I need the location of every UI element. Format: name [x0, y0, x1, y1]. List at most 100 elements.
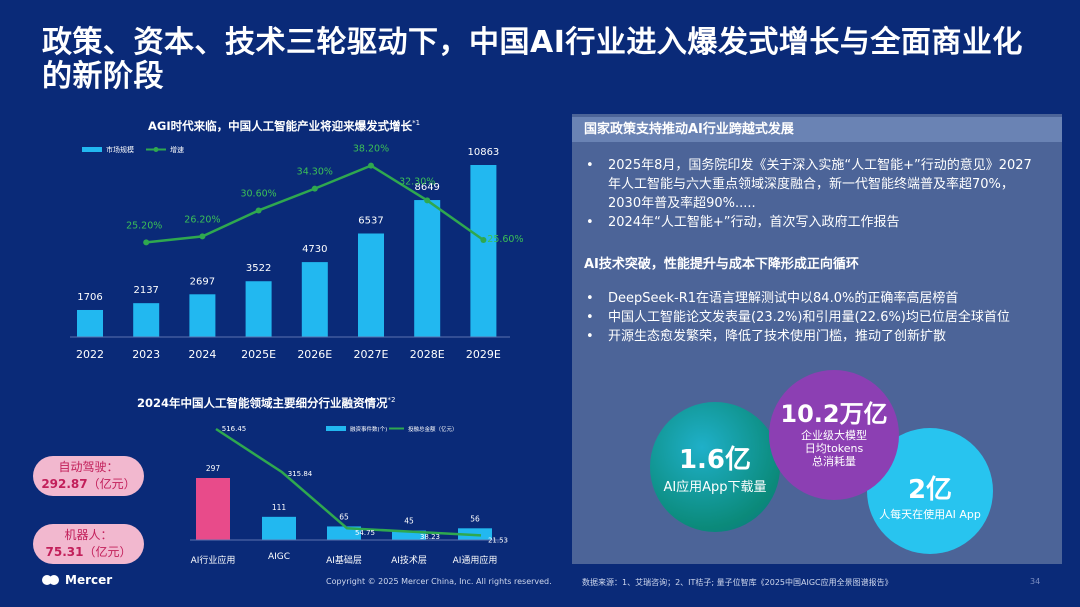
mercer-logo: Mercer: [42, 573, 112, 587]
bar-label: 56: [470, 514, 480, 523]
bubble-app-downloads: 1.6亿 AI应用App下载量: [650, 402, 780, 532]
bar-label: 65: [339, 512, 349, 521]
x-tick-label: 2025E: [241, 348, 276, 361]
growth-point: [143, 239, 150, 246]
x-tick-label: AI通用应用: [453, 554, 498, 566]
legend-label: 融资事件数(个): [350, 425, 387, 433]
growth-point: [199, 233, 206, 240]
copyright: Copyright © 2025 Mercer China, Inc. All …: [326, 577, 552, 586]
chart2-svg: 融资事件数(个) 投融总金额（亿元） 297 AI行业应用 111 AIGC 65 AI基础层…: [190, 425, 508, 566]
x-tick-label: 2022: [76, 348, 104, 361]
bar-label: 111: [272, 503, 287, 512]
bar: [470, 165, 497, 337]
growth-label: 25.60%: [487, 234, 523, 245]
legend-label: 投融总金额（亿元）: [408, 425, 458, 433]
mercer-logo-icon: [42, 575, 60, 585]
x-tick-label: 2023: [132, 348, 160, 361]
bar-label: 2697: [190, 276, 215, 287]
bar-label: 2137: [133, 285, 158, 296]
bar: [301, 262, 328, 337]
mercer-brand: Mercer: [65, 573, 113, 587]
bar: [189, 294, 216, 337]
legend-label: 市场规模: [106, 145, 134, 154]
bar-label: 10863: [467, 147, 499, 158]
bar: [77, 309, 103, 337]
bubble-value: 1.6亿: [678, 445, 752, 475]
pill-value-line: 75.31（亿元）: [45, 545, 132, 559]
growth-label: 38.20%: [353, 144, 389, 155]
funding-label: 21.53: [488, 536, 508, 544]
pill-value-line: 292.87（亿元）: [41, 477, 136, 491]
bubble-line: 日均tokens: [804, 442, 864, 455]
panel-section2-title: AI技术突破，性能提升与成本下降形成正向循环: [584, 257, 859, 272]
legend-swatch-bar: [326, 426, 346, 431]
bullet-item: 2024年“人工智能+”行动，首次写入政府工作报告: [584, 213, 1044, 232]
bar-label: 8649: [414, 182, 439, 193]
growth-label: 34.30%: [297, 167, 333, 178]
chart1-svg: 市场规模 增速 1706 2022 2137 2023 2697 2024 3522 2025E 4…: [70, 144, 524, 361]
bubble-label: AI应用App下载量: [663, 480, 767, 495]
bar: [392, 530, 426, 540]
bar-label: 45: [404, 517, 414, 526]
bubble-label: 人每天在使用AI App: [879, 507, 981, 521]
bar-label: 3522: [246, 263, 271, 274]
legend-marker: [153, 147, 159, 152]
bar: [262, 516, 296, 540]
growth-point: [368, 162, 374, 169]
growth-label: 32.30%: [399, 176, 435, 187]
growth-label: 25.20%: [126, 220, 162, 231]
bullet-item: 中国人工智能论文发表量(23.2%)和引用量(22.6%)均已位居全球首位: [584, 308, 1044, 327]
pill-autonomous-driving: 自动驾驶： 292.87（亿元）: [33, 456, 144, 496]
section2-bullets: DeepSeek-R1在语言理解测试中以84.0%的正确率高居榜首 中国人工智能…: [584, 289, 1044, 346]
x-tick-label: 2028E: [410, 348, 445, 361]
funding-label: 315.84: [288, 470, 313, 478]
growth-label: 26.20%: [184, 214, 220, 225]
x-tick-label: 2024: [188, 348, 216, 361]
legend-label: 增速: [170, 145, 184, 154]
funding-label: 516.45: [222, 425, 247, 433]
bar: [245, 281, 272, 337]
pill-label: 机器人：: [64, 528, 113, 542]
x-tick-label: 2029E: [466, 348, 501, 361]
bar: [414, 200, 441, 337]
bar: [196, 478, 230, 540]
x-tick-label: 2026E: [297, 348, 332, 361]
bar: [358, 233, 384, 337]
bar: [133, 303, 160, 337]
growth-point: [255, 207, 262, 214]
x-tick-label: AIGC: [268, 552, 290, 562]
x-tick-label: AI技术层: [391, 554, 427, 566]
bar: [327, 526, 361, 540]
growth-point: [480, 236, 487, 243]
x-tick-label: AI基础层: [326, 554, 362, 566]
bullet-item: 开源生态愈发繁荣，降低了技术使用门槛，推动了创新扩散: [584, 327, 1044, 346]
bubble-value: 10.2万亿: [780, 400, 888, 428]
x-tick-label: 2027E: [354, 348, 389, 361]
funding-line: [215, 427, 482, 537]
chart1-title: AGI时代来临，中国人工智能产业将迎来爆发式增长*1: [148, 119, 421, 133]
bubble-line: 总消耗量: [812, 455, 856, 468]
growth-label: 30.60%: [240, 188, 276, 199]
data-source: 数据来源：1、艾瑞咨询；2、IT桔子; 量子位智库《2025中国AIGC应用全景…: [582, 578, 893, 587]
legend-swatch-bar: [82, 147, 102, 152]
chart2-title: 2024年中国人工智能领域主要细分行业融资情况*2: [137, 396, 396, 410]
bubble-line: 企业级大模型: [801, 429, 867, 442]
pill-robot: 机器人： 75.31（亿元）: [33, 524, 144, 564]
bubble-tokens: 10.2万亿 企业级大模型 日均tokens 总消耗量: [769, 370, 899, 500]
pill-label: 自动驾驶：: [58, 460, 119, 474]
section1-bullets: 2025年8月，国务院印发《关于深入实施“人工智能+”行动的意见》2027年人工…: [584, 156, 1044, 232]
growth-point: [311, 185, 318, 192]
bar-label: 6537: [358, 215, 383, 226]
page-number: 34: [1030, 577, 1041, 586]
bar-label: 4730: [302, 244, 327, 255]
funding-label: 54.75: [355, 529, 375, 537]
bubble-value: 2亿: [907, 474, 953, 505]
bar-label: 297: [206, 464, 221, 473]
page-title: 政策、资本、技术三轮驱动下，中国AI行业进入爆发式增长与全面商业化的新阶段: [42, 25, 1023, 94]
panel-section1-title: 国家政策支持推动AI行业跨越式发展: [572, 117, 1062, 142]
growth-point: [424, 197, 431, 204]
x-tick-label: AI行业应用: [191, 554, 236, 566]
bullet-item: DeepSeek-R1在语言理解测试中以84.0%的正确率高居榜首: [584, 289, 1044, 308]
funding-label: 38.23: [420, 533, 440, 541]
bullet-item: 2025年8月，国务院印发《关于深入实施“人工智能+”行动的意见》2027年人工…: [584, 156, 1044, 213]
